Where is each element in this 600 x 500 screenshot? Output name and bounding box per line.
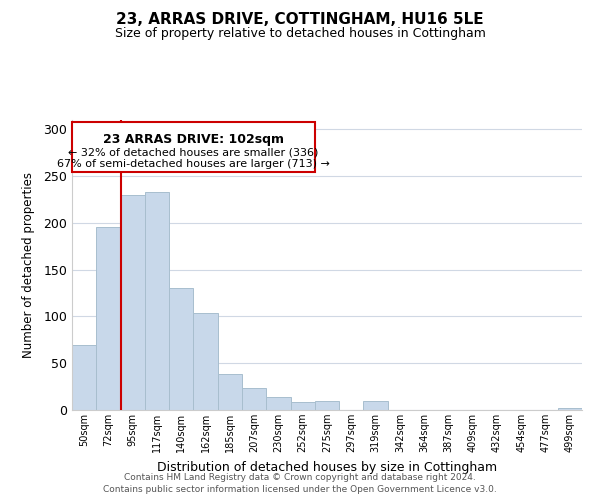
Bar: [193, 312, 218, 410]
Bar: [145, 192, 169, 410]
Bar: [364, 400, 388, 410]
Text: Contains public sector information licensed under the Open Government Licence v3: Contains public sector information licen…: [103, 485, 497, 494]
Bar: [290, 402, 315, 410]
FancyBboxPatch shape: [72, 122, 315, 172]
Text: 23, ARRAS DRIVE, COTTINGHAM, HU16 5LE: 23, ARRAS DRIVE, COTTINGHAM, HU16 5LE: [116, 12, 484, 28]
Text: 23 ARRAS DRIVE: 102sqm: 23 ARRAS DRIVE: 102sqm: [103, 133, 284, 146]
Text: 67% of semi-detached houses are larger (713) →: 67% of semi-detached houses are larger (…: [57, 160, 330, 170]
Text: Contains HM Land Registry data © Crown copyright and database right 2024.: Contains HM Land Registry data © Crown c…: [124, 472, 476, 482]
Bar: [242, 388, 266, 410]
Text: ← 32% of detached houses are smaller (336): ← 32% of detached houses are smaller (33…: [68, 147, 319, 157]
Text: Size of property relative to detached houses in Cottingham: Size of property relative to detached ho…: [115, 28, 485, 40]
Bar: [96, 226, 121, 410]
X-axis label: Distribution of detached houses by size in Cottingham: Distribution of detached houses by size …: [157, 460, 497, 473]
Bar: [121, 195, 145, 410]
Bar: [558, 408, 582, 410]
Y-axis label: Number of detached properties: Number of detached properties: [22, 172, 35, 358]
Bar: [218, 374, 242, 410]
Bar: [72, 346, 96, 410]
Bar: [315, 400, 339, 410]
Bar: [169, 288, 193, 410]
Bar: [266, 397, 290, 410]
